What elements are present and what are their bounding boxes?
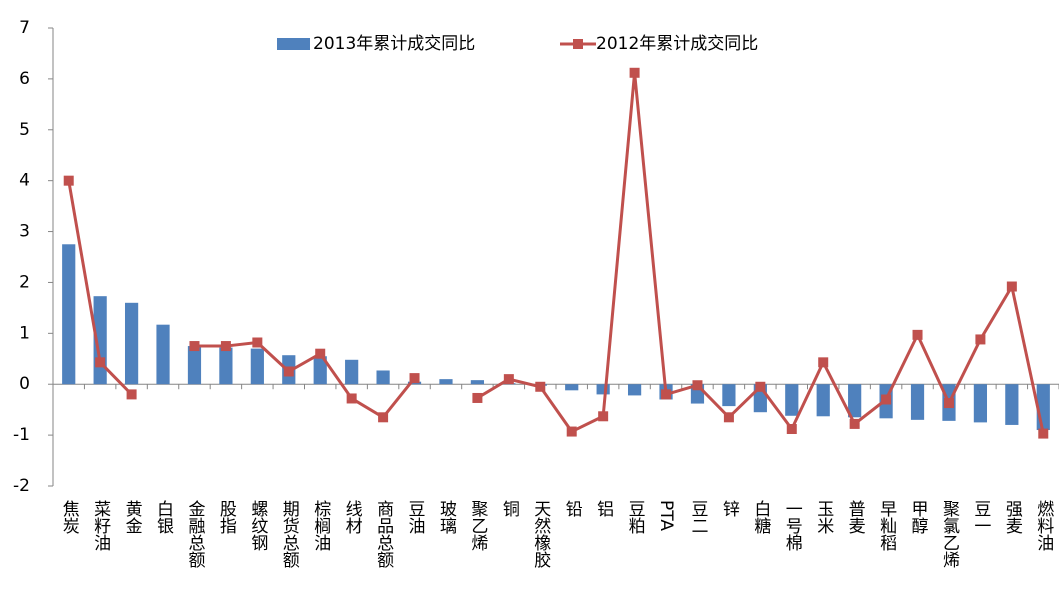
x-tick-label: 豆二 [687,500,708,534]
bar [596,384,610,395]
x-tick-label: 燃料油 [1033,500,1054,551]
marker [755,381,766,392]
x-tick-label: 焦炭 [59,500,80,534]
y-tick-label: 4 [19,171,30,191]
x-tick-label: 白糖 [750,500,771,534]
bar [439,379,453,385]
x-tick-label: 白银 [153,500,174,534]
y-tick-label: 5 [19,120,30,140]
x-tick-label: 线材 [342,500,363,534]
bar [62,244,76,385]
bar [1005,384,1019,425]
x-tick-label: 豆油 [405,500,426,534]
x-tick-label: 普麦 [845,500,866,534]
y-tick-label: -1 [13,425,30,445]
x-tick-label: 金融总额 [184,500,205,568]
x-tick-label: 棕榈油 [310,500,331,551]
marker [818,357,829,368]
marker [692,380,703,391]
x-tick-label: 股指 [216,500,237,535]
y-tick-label: 6 [19,69,30,89]
x-tick-label: 一号棉 [782,500,803,551]
x-tick-label: 玉米 [813,500,834,534]
bar [785,384,799,416]
marker [943,398,954,409]
x-tick-label: 天然橡胶 [530,500,551,569]
legend-label: 2012年累计成交同比 [596,34,758,54]
marker [661,389,672,400]
marker [975,334,986,345]
x-tick-label: 铅 [562,500,583,517]
bar [250,348,264,385]
x-tick-label: 铜 [499,500,520,518]
marker [723,412,734,423]
legend-swatch [277,38,310,50]
y-tick-label: 7 [19,18,30,38]
marker [472,392,483,403]
bar [910,384,925,420]
bar [187,346,202,385]
legend-label: 2013年累计成交同比 [313,34,475,54]
bar [565,384,579,391]
marker [409,373,420,384]
x-tick-label: 豆粕 [625,500,646,534]
bar [722,384,736,407]
marker [786,424,797,435]
marker [315,348,326,359]
bar [124,302,139,385]
x-tick-label: 黄金 [122,500,143,534]
x-tick-label: 豆一 [970,500,991,534]
bar [470,380,485,385]
x-tick-label: 菜籽油 [90,500,111,551]
line [67,72,1045,434]
x-tick-label: 聚氯乙烯 [939,500,960,568]
marker [535,381,546,392]
marker [220,341,231,352]
marker [63,175,74,186]
bar [156,324,170,385]
bar [219,347,233,385]
x-tick-label: 商品总额 [373,500,394,568]
marker [1006,281,1017,292]
marker [629,67,640,78]
x-tick-label: 聚乙烯 [467,500,488,551]
x-tick-label: 期货总额 [279,500,300,568]
y-tick-label: 2 [19,272,30,292]
marker [503,374,514,385]
y-tick-label: 1 [19,323,30,343]
marker [189,341,200,352]
bar [848,384,862,418]
marker [881,394,892,405]
marker [283,366,294,377]
marker [95,357,106,368]
legend-swatch [573,39,583,49]
marker [598,411,609,422]
x-tick-label: PTA [656,500,676,531]
marker [849,418,860,429]
x-tick-label: 强麦 [1002,500,1023,534]
bar [627,384,642,396]
marker [912,329,923,340]
marker [252,337,263,348]
bar [973,384,988,423]
bar [816,384,830,417]
bar [345,359,359,385]
marker [346,393,357,404]
y-tick-label: 0 [19,374,30,394]
marker [1038,428,1049,439]
x-tick-label: 甲醇 [908,500,929,534]
x-tick-label: 玻璃 [436,500,457,535]
y-tick-label: -2 [13,476,30,496]
bar [313,356,327,385]
marker [378,412,389,423]
bar [376,370,390,385]
y-tick-label: 3 [19,222,30,242]
marker [566,426,577,437]
marker [126,389,137,400]
x-tick-label: 铝 [593,500,614,517]
x-tick-label: 锌 [719,500,740,517]
x-tick-label: 螺纹钢 [247,500,268,551]
x-tick-label: 早籼稻 [876,500,897,551]
